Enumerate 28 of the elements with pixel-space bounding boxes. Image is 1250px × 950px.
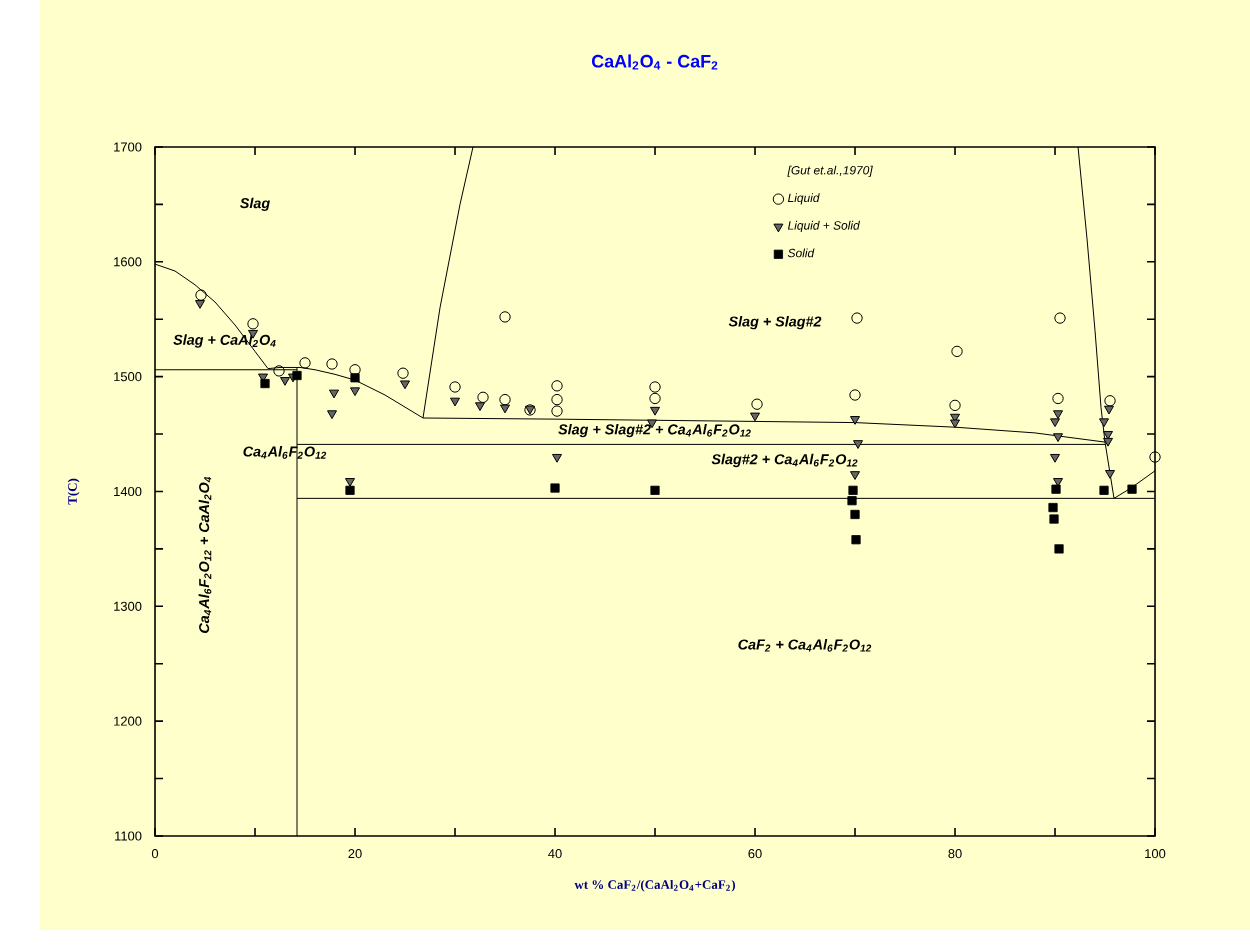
y-tick-label: 1300 xyxy=(114,601,142,611)
x-tick-label: 60 xyxy=(748,849,762,859)
legend-label: Liquid + Solid xyxy=(787,220,860,232)
y-tick-label: 1200 xyxy=(114,716,142,726)
x-tick-label: 80 xyxy=(948,849,962,859)
text: CaF$_{2}$ + Ca$_{4}$Al$_{6}$F$_{2}$O$_{12}$ xyxy=(738,639,872,652)
y-tick-label: 1600 xyxy=(114,257,142,267)
x-tick-label: 0 xyxy=(151,849,159,859)
chart-title: CaAl$_{2}$O$_{4}$ - CaF$_{2}$ xyxy=(591,54,718,70)
y-tick-label: 1500 xyxy=(114,372,142,382)
annotation: Ca$_{4}$Al$_{6}$F$_{2}$O$_{12}$ xyxy=(243,446,327,459)
y-tick-label: 1700 xyxy=(114,142,142,152)
y-axis-title: T(C) xyxy=(67,478,80,505)
legend-title: [Gut et.al.,1970] xyxy=(787,165,873,177)
x-tick-label: 40 xyxy=(548,849,562,859)
annotation: Slag xyxy=(240,197,270,212)
annotation: Slag#2 + Ca$_{4}$Al$_{6}$F$_{2}$O$_{12}$ xyxy=(711,453,858,468)
text: wt % CaF$_{2}$/(CaAl$_{2}$O$_{4}$+CaF$_{2}$) xyxy=(574,879,736,892)
y-tick-label: 1100 xyxy=(115,831,142,841)
text: Ca$_{4}$Al$_{6}$F$_{2}$O$_{12}$ + CaAl$_{2}$O$_{4}$ xyxy=(198,476,212,633)
annotation: Slag + Slag#2 xyxy=(728,315,822,330)
annotation: Slag + Slag#2 + Ca$_{4}$Al$_{6}$F$_{2}$O$_{12}$ xyxy=(558,423,751,438)
legend-label: Solid xyxy=(787,248,815,258)
annotation: Slag + CaAl$_{2}$O$_{4}$ xyxy=(173,334,276,348)
legend-label: Liquid xyxy=(787,193,820,205)
y-tick-label: 1400 xyxy=(114,486,142,497)
x-tick-label: 100 xyxy=(1145,849,1166,859)
x-tick-label: 20 xyxy=(348,849,362,859)
